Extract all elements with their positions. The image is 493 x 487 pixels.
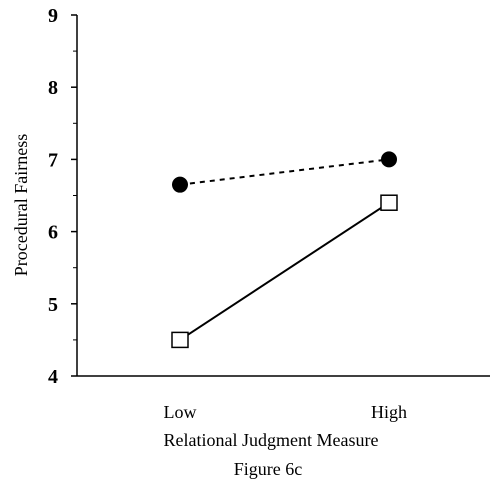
series-1-point-low bbox=[172, 176, 188, 193]
series-2-line bbox=[179, 201, 390, 341]
series-1-point-high bbox=[381, 151, 397, 168]
series-2-point-low bbox=[171, 331, 189, 349]
y-tick-label: 7 bbox=[48, 149, 58, 171]
series-1 bbox=[172, 151, 397, 193]
x-tick-label-high: High bbox=[371, 402, 407, 422]
y-axis-label: Procedural Fairness bbox=[11, 134, 31, 276]
series-1-line bbox=[179, 158, 390, 186]
y-tick-label: 6 bbox=[48, 222, 58, 244]
x-tick-label-low: Low bbox=[164, 402, 197, 422]
y-ticks: 4 5 6 7 8 9 bbox=[48, 5, 77, 388]
figure-caption: Figure 6c bbox=[234, 459, 302, 479]
series-2 bbox=[171, 194, 398, 349]
series-2-point-high bbox=[380, 194, 398, 211]
x-axis-label: Relational Judgment Measure bbox=[164, 430, 379, 450]
y-tick-label: 8 bbox=[48, 77, 58, 99]
y-tick-label: 9 bbox=[48, 5, 58, 27]
y-tick-label: 5 bbox=[48, 294, 58, 316]
y-tick-label: 4 bbox=[48, 366, 58, 388]
series-group bbox=[171, 151, 398, 349]
axes bbox=[76, 15, 490, 377]
